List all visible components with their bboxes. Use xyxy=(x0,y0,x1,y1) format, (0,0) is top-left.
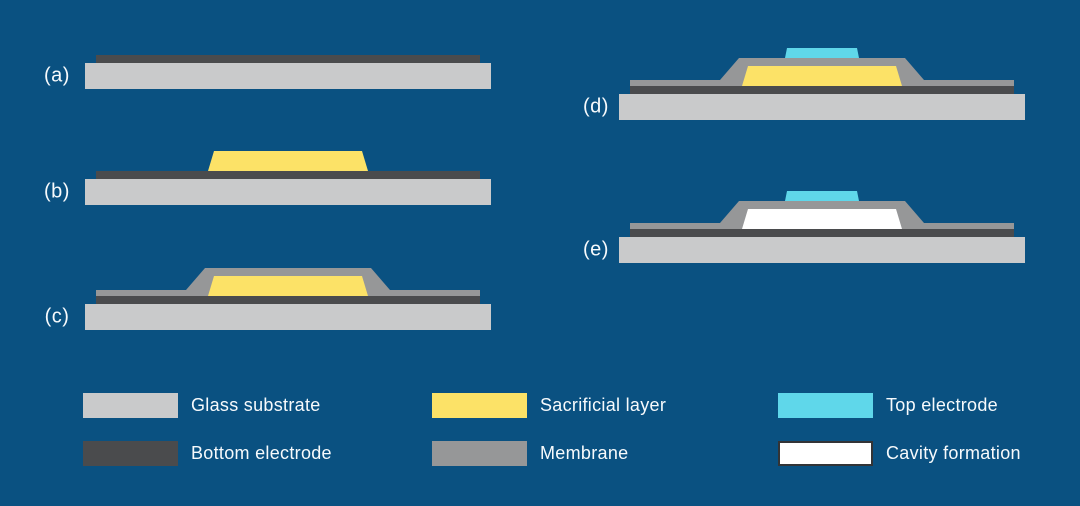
top-electrode-layer xyxy=(785,191,859,201)
figure-d-drawing xyxy=(619,48,1025,120)
bottom-electrode-layer xyxy=(96,296,480,304)
bottom-electrode-layer xyxy=(630,86,1014,94)
legend-item-glass: Glass substrate xyxy=(83,393,321,418)
figure-step-d xyxy=(619,44,1025,128)
figure-step-e xyxy=(619,187,1025,271)
legend-swatch-membrane xyxy=(432,441,527,466)
figure-e-drawing xyxy=(619,191,1025,263)
legend-item-sacrificial: Sacrificial layer xyxy=(432,393,666,418)
figure-c-drawing xyxy=(85,268,491,330)
sacrificial-layer xyxy=(742,66,902,86)
bottom-electrode-layer xyxy=(96,171,480,179)
figure-a-drawing xyxy=(85,55,491,89)
legend-label: Bottom electrode xyxy=(191,443,332,463)
legend-label: Sacrificial layer xyxy=(540,395,667,415)
step-label-d: (d) xyxy=(583,95,609,118)
step-label-b: (b) xyxy=(44,180,70,203)
figure-step-a xyxy=(85,13,491,97)
legend-swatch-glass xyxy=(83,393,178,418)
glass-layer xyxy=(619,237,1025,263)
bottom-electrode-layer xyxy=(630,229,1014,237)
glass-layer xyxy=(85,179,491,205)
glass-layer xyxy=(85,304,491,330)
legend-swatch-cavity xyxy=(778,441,873,466)
top-electrode-layer xyxy=(785,48,859,58)
legend-swatch-bottom-electrode xyxy=(83,441,178,466)
legend-label: Membrane xyxy=(540,443,629,463)
legend-item-bottom-electrode: Bottom electrode xyxy=(83,441,332,466)
legend-label: Glass substrate xyxy=(191,395,321,415)
bottom-electrode-layer xyxy=(96,55,480,63)
step-label-c: (c) xyxy=(44,305,70,328)
step-label-a: (a) xyxy=(44,64,70,87)
legend-label: Cavity formation xyxy=(886,443,1021,463)
sacrificial-layer xyxy=(208,151,368,171)
legend-item-cavity: Cavity formation xyxy=(778,441,1021,466)
legend-item-membrane: Membrane xyxy=(432,441,628,466)
legend-label: Top electrode xyxy=(886,395,998,415)
glass-layer xyxy=(619,94,1025,120)
legend-item-top-electrode: Top electrode xyxy=(778,393,998,418)
legend-swatch-top-electrode xyxy=(778,393,873,418)
figure-b-drawing xyxy=(85,151,491,205)
cavity-layer xyxy=(742,209,902,229)
step-label-e: (e) xyxy=(583,238,609,261)
sacrificial-layer xyxy=(208,276,368,296)
legend-swatch-sacrificial xyxy=(432,393,527,418)
figure-step-c xyxy=(85,254,491,338)
figure-step-b xyxy=(85,129,491,213)
glass-layer xyxy=(85,63,491,89)
